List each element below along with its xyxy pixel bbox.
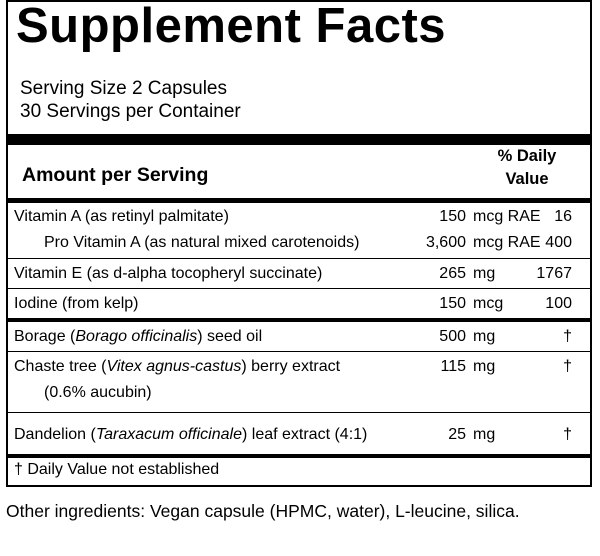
ingredient-unit: mg: [473, 426, 496, 443]
medium-divider: [8, 454, 590, 458]
row-divider: [8, 288, 590, 289]
ingredient-name-post: ) seed oil: [197, 328, 263, 345]
nutrient-name: Pro Vitamin A (as natural mixed caroteno…: [44, 234, 360, 251]
ingredient-daily-value: †: [563, 426, 572, 443]
row-divider: [8, 258, 590, 259]
nutrient-daily-value: 1767: [536, 265, 572, 282]
ingredient-name: Chaste tree (Vitex agnus-castus) berry e…: [14, 356, 340, 377]
nutrient-unit: mcg RAE: [473, 208, 541, 225]
nutrient-name: Iodine (from kelp): [14, 295, 139, 312]
amount-per-serving-heading: Amount per Serving: [22, 164, 209, 186]
ingredient-name-pre: Borage (: [14, 328, 76, 345]
nutrient-unit: mcg RAE: [473, 234, 541, 251]
ingredient-name-post: ) berry extract: [241, 358, 341, 375]
nutrient-daily-value: 400: [545, 234, 572, 251]
row-divider: [8, 351, 590, 352]
ingredient-name-pre: Chaste tree (: [14, 358, 107, 375]
ingredient-name-post: ) leaf extract (4:1): [241, 426, 368, 443]
nutrient-daily-value: 16: [554, 208, 572, 225]
supplement-facts-panel: Supplement Facts Serving Size 2 Capsules…: [6, 0, 592, 487]
other-ingredients: Other ingredients: Vegan capsule (HPMC, …: [6, 501, 520, 521]
ingredient-name: Borage (Borago officinalis) seed oil: [14, 326, 262, 347]
nutrient-quantity: 265: [439, 265, 466, 282]
nutrient-name: Vitamin A (as retinyl palmitate): [14, 208, 229, 225]
nutrient-name: Vitamin E (as d-alpha tocopheryl succina…: [14, 265, 323, 282]
nutrient-quantity: 150: [439, 295, 466, 312]
nutrient-daily-value: 100: [545, 295, 572, 312]
ingredient-daily-value: †: [563, 358, 572, 375]
ingredient-unit: mg: [473, 328, 496, 345]
ingredient-latin-name: Borago officinalis: [75, 328, 198, 345]
ingredient-latin-name: Vitex agnus-castus: [106, 358, 242, 375]
servings-per-container: 30 Servings per Container: [20, 101, 241, 122]
footnote: † Daily Value not established: [14, 461, 220, 478]
ingredient-name: Dandelion (Taraxacum officinale) leaf ex…: [14, 424, 367, 445]
nutrient-unit: mg: [473, 265, 496, 282]
ingredient-subline: (0.6% aucubin): [44, 384, 152, 401]
nutrient-quantity: 3,600: [425, 234, 466, 251]
medium-divider: [8, 318, 590, 322]
daily-value-heading: % Daily Value: [497, 147, 557, 188]
ingredient-quantity: 500: [439, 328, 466, 345]
medium-divider: [8, 198, 590, 203]
ingredient-name-pre: Dandelion (: [14, 426, 96, 443]
ingredient-latin-name: Taraxacum officinale: [95, 426, 242, 443]
thick-divider: [8, 134, 590, 145]
panel-title: Supplement Facts: [16, 0, 447, 53]
row-divider: [8, 412, 590, 413]
serving-size: Serving Size 2 Capsules: [20, 78, 227, 99]
ingredient-daily-value: †: [563, 328, 572, 345]
ingredient-unit: mg: [473, 358, 496, 375]
ingredient-quantity: 115: [440, 358, 466, 375]
nutrient-unit: mcg: [473, 295, 504, 312]
nutrient-quantity: 150: [439, 208, 466, 225]
ingredient-quantity: 25: [448, 426, 466, 443]
